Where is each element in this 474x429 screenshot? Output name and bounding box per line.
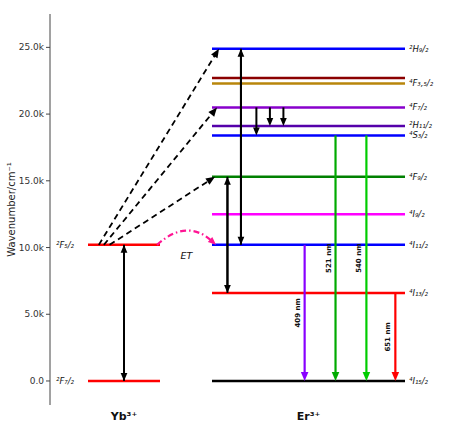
arrowhead	[392, 372, 400, 381]
level-label: ⁴I₁₁/₂	[409, 240, 429, 250]
arrow-shaft	[255, 107, 257, 129]
ion-label: Yb³⁺	[110, 410, 138, 423]
emission-label: 651 nm	[384, 322, 392, 351]
arrow-shaft	[334, 135, 336, 373]
y-axis-label: Wavenumber/cm⁻¹	[6, 162, 17, 256]
arrow-shaft	[226, 177, 228, 287]
y-tick-label: 15.0k	[19, 176, 45, 186]
transition-arrow	[280, 107, 287, 126]
level-label: ⁴S₃/₂	[409, 130, 428, 140]
arrowhead	[363, 372, 371, 381]
ion-label: Er³⁺	[297, 410, 321, 423]
energy-level	[212, 380, 405, 383]
y-tick	[46, 47, 50, 48]
arrowhead	[211, 49, 219, 59]
level-label: ²H₉/₂	[409, 44, 429, 54]
energy-transfer	[110, 177, 215, 245]
y-tick-label: 5.0k	[24, 309, 44, 319]
transition-arrow	[121, 245, 128, 381]
transfer-label: ET	[181, 250, 194, 261]
labels: ²F₇/₂ ²F₅/₂ Yb³⁺ ⁴I₁₅/₂ ⁴I₁₃/₂ ⁴I₁₁/₂ ⁴I₉/₂ ⁴F₉…	[56, 44, 434, 423]
emission-label: 540 nm	[355, 244, 363, 273]
arrowhead	[224, 285, 231, 293]
transition-arrow	[224, 177, 231, 293]
y-axis-line	[50, 14, 51, 405]
arrowhead	[280, 118, 287, 126]
level-label: ⁴I₁₅/₂	[409, 376, 429, 386]
plot-area	[88, 49, 405, 381]
transition-arrow	[238, 49, 245, 245]
level-label: ⁴I₁₃/₂	[409, 288, 429, 298]
level-label: ²H₁₁/₂	[409, 120, 432, 130]
emission-label: 409 nm	[294, 298, 302, 327]
transition-arrow	[267, 107, 274, 126]
emission-arrow	[332, 135, 340, 381]
y-tick	[46, 180, 50, 181]
arrow-shaft	[304, 245, 306, 374]
emission-label: 521 nm	[325, 244, 333, 273]
level-label: ²F₅/₂	[56, 240, 75, 250]
arrowhead	[301, 372, 309, 381]
arrowhead	[267, 118, 274, 126]
level-label: ²F₇/₂	[56, 376, 75, 386]
y-tick	[46, 114, 50, 115]
arrow-shaft	[282, 107, 284, 119]
arrow-shaft	[394, 293, 396, 374]
level-label: ⁴F₇/₂	[409, 102, 428, 112]
arrow-shaft	[123, 245, 125, 375]
arrow-shaft	[269, 107, 271, 119]
emission-arrow	[392, 293, 400, 381]
y-tick-label: 10.0k	[19, 243, 45, 253]
arrow-shaft	[240, 49, 242, 239]
energy-transfer	[99, 49, 219, 245]
arrow-shaft	[104, 113, 213, 245]
arrowhead	[208, 237, 216, 245]
energy-transfer	[104, 107, 217, 244]
y-tick-label: 20.0k	[19, 109, 45, 119]
transition-arrow	[121, 245, 128, 381]
y-tick	[46, 314, 50, 315]
arrowhead	[332, 372, 340, 381]
arrowhead	[208, 107, 217, 116]
transition-arrow	[253, 107, 260, 135]
arrowhead	[238, 237, 245, 245]
arrow-shaft	[99, 55, 215, 245]
chart: 0.0 5.0k 10.0k 15.0k 20.0k 25.0k Wavenumber/cm…	[0, 0, 474, 429]
level-label: ⁴F₉/₂	[409, 172, 428, 182]
arrowhead	[121, 373, 128, 381]
y-tick	[46, 380, 50, 381]
arrowhead	[253, 127, 260, 135]
transition-arrow	[238, 49, 245, 245]
energy-level	[212, 292, 405, 295]
y-tick-label: 25.0k	[19, 42, 45, 52]
arrow-shaft	[110, 181, 209, 245]
arrow-shaft	[365, 135, 367, 373]
emission-arrow	[363, 135, 371, 381]
transfer-curve	[157, 231, 212, 245]
y-tick	[46, 247, 50, 248]
level-label: ⁴I₉/₂	[409, 209, 425, 219]
y-tick-label: 0.0	[30, 376, 45, 386]
arrowhead	[205, 177, 215, 185]
transition-arrow	[224, 177, 231, 293]
level-label: ⁴F₃,₅/₂	[409, 78, 434, 88]
emission-arrow	[301, 245, 309, 381]
energy-transfer	[157, 231, 216, 245]
